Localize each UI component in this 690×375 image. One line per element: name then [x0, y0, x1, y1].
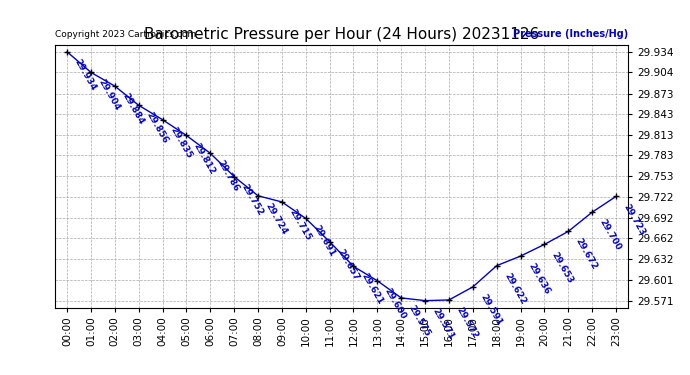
Text: 29.621: 29.621: [359, 272, 384, 306]
Text: 29.786: 29.786: [216, 159, 241, 194]
Text: 29.724: 29.724: [264, 201, 289, 236]
Text: 29.572: 29.572: [455, 306, 480, 340]
Title: Barometric Pressure per Hour (24 Hours) 20231126: Barometric Pressure per Hour (24 Hours) …: [144, 27, 539, 42]
Text: 29.934: 29.934: [72, 57, 98, 92]
Text: 29.904: 29.904: [97, 78, 121, 112]
Text: 29.884: 29.884: [121, 92, 146, 126]
Text: 29.812: 29.812: [192, 141, 217, 176]
Text: 29.856: 29.856: [144, 111, 170, 146]
Text: 29.691: 29.691: [311, 224, 337, 259]
Text: 29.672: 29.672: [574, 237, 599, 272]
Text: 29.575: 29.575: [407, 303, 432, 338]
Text: 29.835: 29.835: [168, 125, 193, 160]
Text: 29.700: 29.700: [598, 218, 623, 252]
Text: 29.653: 29.653: [550, 250, 575, 285]
Text: 29.715: 29.715: [288, 207, 313, 242]
Text: 29.591: 29.591: [478, 292, 504, 327]
Text: Copyright 2023 Cartronics.com: Copyright 2023 Cartronics.com: [55, 30, 197, 39]
Text: 29.622: 29.622: [502, 271, 527, 306]
Text: 29.723: 29.723: [622, 202, 647, 237]
Text: 29.752: 29.752: [239, 182, 265, 217]
Text: 29.636: 29.636: [526, 262, 551, 296]
Text: Pressure (Inches/Hg): Pressure (Inches/Hg): [513, 29, 628, 39]
Text: 29.571: 29.571: [431, 306, 456, 341]
Text: 29.657: 29.657: [335, 247, 360, 282]
Text: 29.600: 29.600: [383, 286, 408, 321]
